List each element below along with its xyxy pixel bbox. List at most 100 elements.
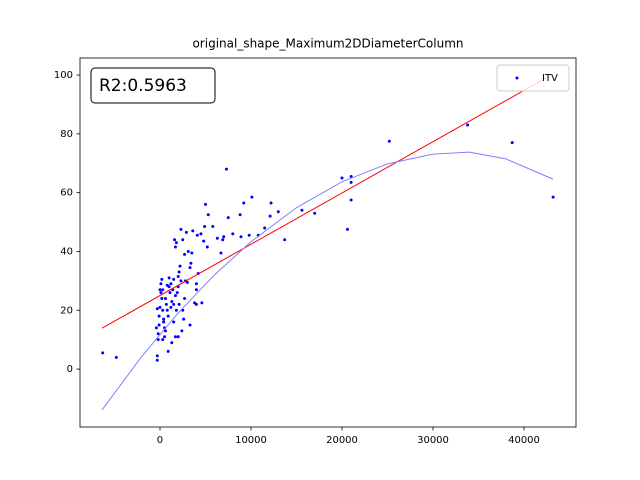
point <box>186 249 190 253</box>
point <box>158 288 162 292</box>
point <box>163 329 167 333</box>
point <box>156 338 160 342</box>
point <box>155 307 159 311</box>
legend-label: ITV <box>542 73 558 84</box>
point <box>172 302 176 306</box>
legend-box <box>496 64 570 92</box>
x-tick-label: 0 <box>157 435 163 446</box>
chart-title: original_shape_Maximum2DDiameterColumn <box>192 37 463 51</box>
point <box>313 211 317 215</box>
point <box>200 301 204 305</box>
point <box>250 195 254 199</box>
point <box>238 213 242 217</box>
point <box>178 264 182 268</box>
point <box>203 224 207 228</box>
point <box>161 338 165 342</box>
point <box>172 320 176 324</box>
point <box>226 216 230 220</box>
point <box>173 294 177 298</box>
point <box>222 235 226 239</box>
point <box>199 232 203 236</box>
point <box>183 297 187 301</box>
point <box>184 230 188 234</box>
legend-marker <box>515 76 519 80</box>
point <box>349 180 353 184</box>
point <box>176 274 180 278</box>
point <box>387 139 391 143</box>
point <box>188 266 192 270</box>
point <box>156 332 160 336</box>
point <box>165 283 169 287</box>
point <box>175 291 179 295</box>
point <box>161 308 165 312</box>
point <box>170 299 174 303</box>
point <box>177 302 181 306</box>
point <box>182 317 186 321</box>
point <box>276 210 280 214</box>
point <box>165 308 169 312</box>
point <box>176 335 180 339</box>
point <box>162 320 166 324</box>
x-tick-label: 20000 <box>326 435 358 446</box>
y-tick-label: 40 <box>60 246 73 257</box>
point <box>221 238 225 242</box>
point <box>194 282 198 286</box>
point <box>269 201 273 205</box>
y-tick-label: 0 <box>67 364 73 375</box>
point <box>231 232 235 236</box>
point <box>263 226 267 230</box>
y-tick-label: 20 <box>60 305 73 316</box>
point <box>174 241 178 245</box>
point <box>206 213 210 217</box>
point <box>181 238 185 242</box>
point <box>159 291 163 295</box>
point <box>340 176 344 180</box>
point <box>551 195 555 199</box>
fit-line <box>101 151 554 411</box>
point <box>160 277 164 281</box>
point <box>166 349 170 353</box>
point <box>466 123 470 127</box>
point <box>205 245 209 249</box>
point <box>158 305 162 309</box>
point <box>161 288 165 292</box>
x-tick-label: 10000 <box>235 435 267 446</box>
point <box>191 229 195 233</box>
plot-area <box>101 77 555 411</box>
point <box>268 214 272 218</box>
point <box>166 314 170 318</box>
point <box>172 277 176 281</box>
point <box>160 297 164 301</box>
point <box>219 251 223 255</box>
y-tick-label: 60 <box>60 188 73 199</box>
point <box>180 329 184 333</box>
point <box>170 341 174 345</box>
point <box>169 305 173 309</box>
point <box>185 280 189 284</box>
point <box>239 235 243 239</box>
point <box>114 355 118 359</box>
y-tick-label: 80 <box>60 129 73 140</box>
point <box>159 282 163 286</box>
axes-frame <box>79 57 577 428</box>
point <box>155 354 159 358</box>
point <box>345 227 349 231</box>
point <box>349 174 353 178</box>
point <box>162 317 166 321</box>
point <box>169 282 173 286</box>
point <box>183 252 187 256</box>
point <box>177 270 181 274</box>
point <box>203 202 207 206</box>
point <box>224 167 228 171</box>
point <box>167 276 171 280</box>
point <box>154 326 158 330</box>
point <box>300 208 304 212</box>
point <box>195 233 199 237</box>
point <box>157 323 161 327</box>
x-tick-label: 40000 <box>508 435 540 446</box>
point <box>194 288 198 292</box>
point <box>163 297 167 301</box>
point <box>247 233 251 237</box>
point <box>242 201 246 205</box>
